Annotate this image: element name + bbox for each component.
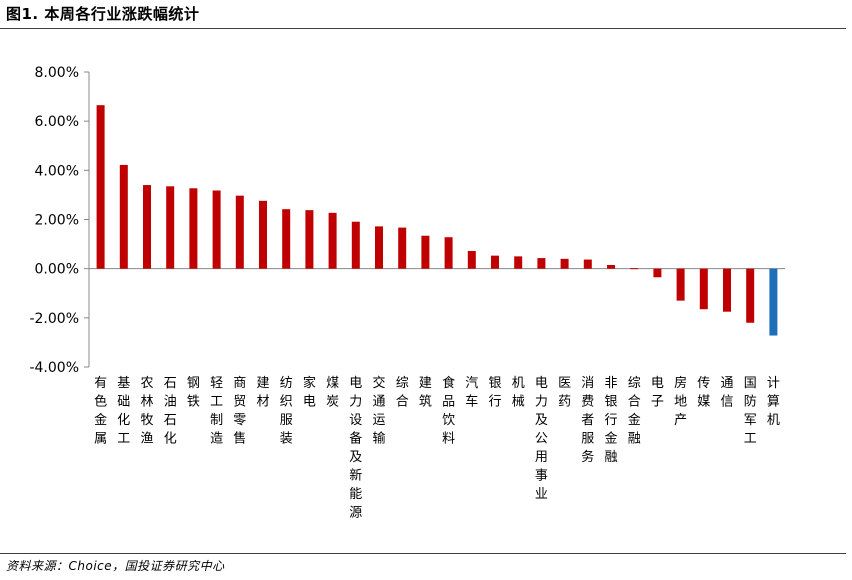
category-label: 医药 [558, 376, 571, 410]
bar [96, 105, 105, 269]
bar [375, 226, 383, 269]
category-label: 通信 [720, 376, 733, 410]
bar [514, 256, 523, 269]
bar-chart: -4.00% -2.00% 0.00% 2.00% 4.00% 6.00% 8.00% 有色… [29, 65, 785, 521]
category-label: 房地产 [674, 375, 687, 428]
bar [653, 268, 662, 278]
bar [723, 268, 731, 312]
category-label: 银行 [488, 376, 501, 410]
bar [398, 227, 407, 269]
category-label: 交通运输 [372, 375, 385, 447]
category-label: 电子 [651, 376, 664, 410]
category-label: 综合金融 [628, 376, 641, 447]
category-label: 建材 [256, 376, 269, 410]
category-label: 农林牧渔 [140, 376, 153, 447]
category-label: 商贸零售 [233, 376, 246, 447]
category-label: 家电 [303, 375, 316, 410]
bar [769, 268, 778, 336]
category-label: 纺织服装 [280, 376, 293, 447]
bar [537, 258, 546, 269]
x-axis: 有色金属基础化工农林牧渔石油石化钢铁轻工制造商贸零售建材纺织服装家电煤炭电力设备… [94, 375, 780, 521]
bars [96, 105, 778, 336]
bar [259, 200, 267, 269]
bar [166, 186, 175, 269]
y-tick-label: -2.00% [29, 311, 79, 327]
bar [560, 258, 569, 269]
bar [746, 268, 755, 323]
category-label: 传媒 [697, 376, 710, 410]
y-axis: -4.00% -2.00% 0.00% 2.00% 4.00% 6.00% 8.00% [29, 65, 785, 376]
y-tick-label: 6.00% [35, 114, 79, 130]
bar [235, 195, 244, 269]
category-label: 机械 [512, 376, 525, 410]
bar [328, 212, 337, 269]
source-note: 资料来源：Choice，国投证券研究中心 [6, 559, 225, 573]
category-label: 食品饮料 [442, 375, 455, 447]
category-label: 轻工制造 [210, 376, 223, 447]
bar [282, 209, 291, 269]
bar [351, 221, 360, 269]
bar [583, 259, 592, 269]
bar [189, 188, 198, 269]
bar [676, 268, 685, 301]
bar [491, 255, 499, 269]
y-tick-label: 4.00% [35, 163, 79, 179]
category-label: 消费者服务 [581, 376, 594, 465]
y-tick-label: 0.00% [35, 262, 79, 278]
category-label: 国防军工 [744, 376, 757, 447]
category-label: 有色金属 [94, 376, 107, 447]
category-label: 钢铁 [187, 376, 200, 410]
bar [444, 237, 453, 269]
bar [143, 185, 151, 269]
bar [305, 210, 314, 269]
y-tick-label: 8.00% [35, 65, 79, 81]
category-label: 石油石化 [164, 376, 177, 447]
category-label: 建筑 [419, 376, 432, 410]
category-label: 基础化工 [117, 376, 130, 447]
category-label: 非银行金融 [604, 376, 617, 465]
category-label: 计算机 [767, 376, 780, 428]
bar [607, 264, 615, 269]
category-label: 煤炭 [326, 376, 339, 410]
top-rule [0, 28, 846, 29]
y-tick-label: 2.00% [35, 213, 79, 229]
category-label: 电力及公用事业 [535, 376, 548, 502]
category-label: 汽车 [465, 376, 478, 410]
category-label: 综合 [396, 376, 409, 410]
bar [467, 250, 476, 269]
y-tick-label: -4.00% [29, 360, 79, 376]
bar [421, 235, 430, 269]
bottom-rule [0, 553, 846, 554]
bar [630, 268, 639, 270]
category-label: 电力设备及新能源 [349, 376, 362, 521]
bar [119, 164, 128, 269]
bar [212, 190, 221, 269]
bar [699, 268, 708, 310]
chart-title: 图1. 本周各行业涨跌幅统计 [6, 5, 200, 23]
